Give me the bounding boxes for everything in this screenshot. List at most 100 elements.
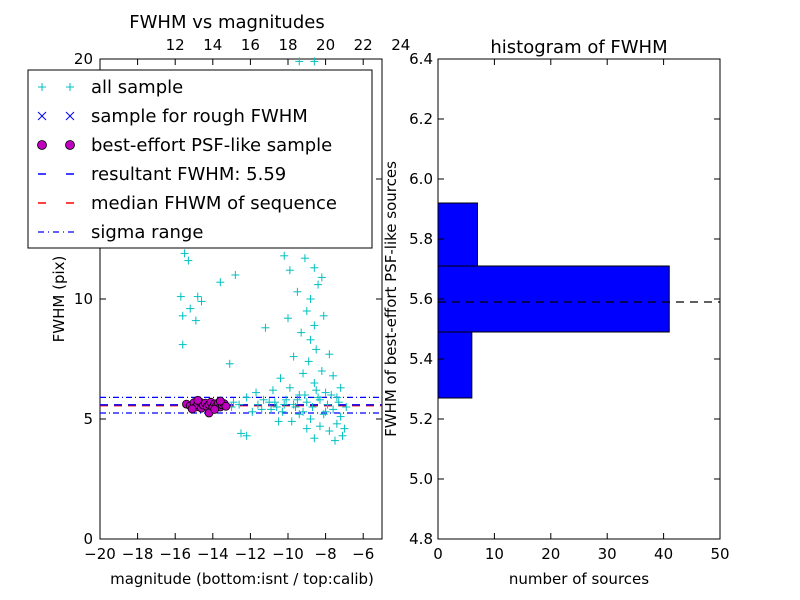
all-sample-point	[284, 314, 292, 323]
all-sample-point	[312, 386, 321, 395]
all-sample-point	[317, 367, 326, 375]
all-sample-point	[319, 311, 328, 320]
all-sample-point	[306, 335, 315, 344]
all-sample-point	[293, 395, 302, 404]
all-sample-point	[327, 391, 336, 399]
all-sample-point	[242, 431, 251, 440]
scatter-y-axis-label: FWHM (pix)	[50, 256, 68, 343]
all-sample-point	[178, 340, 187, 349]
all-sample-point	[304, 357, 313, 366]
y-tick-label: 6.2	[409, 110, 433, 128]
all-sample-point	[197, 297, 206, 306]
psf-sample-point	[210, 404, 220, 414]
all-sample-point	[237, 429, 245, 438]
all-sample-point	[325, 427, 334, 435]
top-tick-label: 24	[391, 36, 410, 54]
all-sample-point	[252, 388, 261, 397]
all-sample-point	[321, 407, 330, 416]
all-sample-point	[231, 271, 240, 279]
psf-sample-point	[187, 404, 197, 414]
all-sample-point	[299, 369, 308, 378]
y-tick-label: 5.4	[409, 350, 433, 368]
all-sample-point	[242, 393, 251, 402]
x-tick-label: −18	[122, 545, 154, 563]
x-tick-label: −12	[235, 545, 267, 563]
all-sample-point	[306, 415, 315, 423]
all-sample-point	[268, 386, 277, 395]
all-sample-point	[289, 352, 298, 361]
all-sample-point	[329, 405, 338, 414]
all-sample-point	[342, 403, 351, 411]
top-tick-label: 12	[166, 36, 185, 54]
all-sample-point	[300, 391, 309, 399]
all-sample-point	[278, 407, 287, 416]
all-sample-point	[310, 321, 319, 330]
all-sample-point	[310, 434, 319, 443]
all-sample-point	[295, 57, 304, 66]
all-sample-point	[274, 417, 283, 426]
histogram-panel: 0 10 20 30 40 50 4.8 5.0 5.2 5.4 5.6 5.8 6.0 6.2 6.4 h…	[382, 37, 730, 588]
all-sample-point	[235, 400, 244, 409]
all-sample-point	[191, 316, 200, 325]
all-sample-point	[314, 393, 323, 402]
top-tick-label: 22	[354, 36, 373, 54]
legend-entry: sample for rough FWHM	[37, 106, 308, 127]
all-sample-point	[261, 323, 270, 332]
scatter-panel: −20 −18 −16 −14 −12 −10 −8 −6 12 14 16 18 20 22 24 0 5 10…	[27, 12, 410, 588]
all-sample-point	[280, 251, 289, 260]
all-sample-point	[276, 374, 285, 383]
y-tick-label: 4.8	[409, 530, 433, 548]
all-sample-point	[312, 345, 321, 354]
top-tick-label: 16	[241, 36, 260, 54]
y-tick-label: 20	[74, 50, 93, 68]
all-sample-point	[329, 371, 338, 380]
all-sample-point	[193, 292, 202, 301]
all-sample-point	[257, 405, 266, 414]
all-sample-point	[259, 395, 268, 404]
all-sample-point	[289, 400, 298, 409]
all-sample-point	[334, 398, 343, 407]
all-sample-point	[302, 307, 311, 315]
all-sample-point	[325, 350, 334, 359]
legend-entry: median FHWM of sequence	[38, 193, 337, 214]
all-sample-point	[216, 278, 225, 287]
scatter-ticks: −20 −18 −16 −14 −12 −10 −8 −6 12 14 16 18 20 22 24 0 5 10…	[74, 36, 410, 563]
all-sample-point	[272, 403, 281, 411]
psf-sample-point	[215, 396, 225, 406]
all-sample-point	[229, 398, 238, 407]
all-sample-point	[332, 419, 341, 428]
all-sample-point	[293, 287, 302, 296]
x-tick-label: 50	[710, 545, 729, 563]
legend-entry: best-effort PSF-like sample	[37, 135, 332, 156]
all-sample-point	[180, 249, 189, 258]
x-tick-label: 40	[654, 545, 673, 563]
legend-label: all sample	[91, 77, 183, 98]
all-sample-point	[285, 266, 294, 275]
all-sample-point	[306, 295, 315, 303]
x-tick-label: −20	[84, 545, 116, 563]
all-sample-point	[323, 400, 332, 409]
x-tick-label: 20	[541, 545, 560, 563]
x-tick-label: 30	[598, 545, 617, 563]
all-sample-point	[308, 403, 317, 411]
scatter-title: FWHM vs magnitudes	[129, 12, 324, 33]
histogram-bar	[437, 331, 473, 399]
y-tick-label: 5	[83, 410, 93, 428]
y-tick-label: 6.0	[409, 170, 433, 188]
all-sample-point	[310, 263, 319, 272]
all-sample-point	[287, 417, 296, 426]
all-sample-point	[302, 424, 311, 433]
all-sample-point	[340, 424, 349, 433]
all-sample-point	[253, 400, 262, 409]
all-sample-point	[178, 311, 187, 320]
all-sample-point	[280, 400, 289, 409]
legend-entry: resultant FWHM: 5.59	[38, 164, 286, 185]
histogram-bars	[437, 202, 670, 399]
all-sample-point	[282, 395, 291, 404]
all-sample-point	[176, 292, 185, 301]
legend-entry: sigma range	[38, 222, 203, 243]
all-sample-point	[332, 393, 341, 402]
top-tick-label: 14	[203, 36, 222, 54]
legend-label: resultant FWHM: 5.59	[91, 164, 286, 185]
